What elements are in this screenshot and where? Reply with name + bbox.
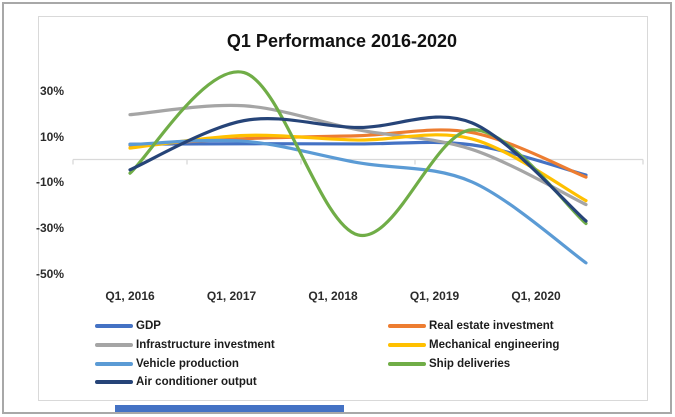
bottom-accent-bar — [115, 405, 344, 412]
x-axis-tick-label: Q1, 2020 — [511, 289, 561, 303]
series-line-mechanical-engineering — [128, 133, 588, 203]
legend-label: Vehicle production — [136, 358, 239, 370]
legend-label: GDP — [136, 320, 161, 332]
legend-label: Mechanical engineering — [429, 339, 560, 351]
series-line-air-conditioner-output — [128, 115, 588, 223]
legend-line-swatch — [388, 324, 426, 328]
legend-line-swatch — [95, 380, 133, 384]
series-line-infrastructure-investment — [128, 103, 588, 207]
legend-item-gdp: GDP — [95, 319, 161, 333]
legend-line-swatch — [388, 343, 426, 347]
legend-item-mechanical-engineering: Mechanical engineering — [388, 338, 559, 352]
legend-line-swatch — [95, 343, 133, 347]
y-axis-tick-label: -50% — [35, 266, 64, 281]
x-axis-tick-label: Q1, 2017 — [206, 289, 257, 303]
legend-line-swatch — [95, 362, 133, 366]
legend-label: Real estate investment — [429, 320, 554, 332]
legend-line-swatch — [95, 324, 133, 328]
legend-label: Infrastructure investment — [136, 339, 275, 351]
legend-label: Ship deliveries — [429, 358, 511, 370]
legend-item-real-estate-investment: Real estate investment — [388, 319, 554, 333]
legend-item-air-conditioner-output: Air conditioner output — [95, 375, 257, 389]
series-line-vehicle-production — [128, 138, 588, 265]
y-axis-tick-label: 30% — [39, 83, 64, 98]
y-axis-tick-label: 10% — [39, 129, 64, 144]
x-axis-tick-label: Q1, 2019 — [409, 289, 460, 303]
x-axis-tick-label: Q1, 2016 — [105, 289, 155, 303]
legend-line-swatch — [388, 362, 426, 366]
series-line-gdp — [128, 140, 588, 177]
legend-item-infrastructure-investment: Infrastructure investment — [95, 338, 275, 352]
chart-area-frame — [38, 16, 648, 401]
y-axis-tick-label: -30% — [35, 221, 64, 236]
legend-item-vehicle-production: Vehicle production — [95, 357, 239, 371]
legend-item-ship-deliveries: Ship deliveries — [388, 357, 510, 371]
x-axis-tick-label: Q1, 2018 — [308, 289, 358, 303]
chart-title: Q1 Performance 2016-2020 — [226, 31, 458, 51]
y-axis-tick-label: -10% — [35, 175, 64, 190]
legend-label: Air conditioner output — [136, 376, 257, 388]
